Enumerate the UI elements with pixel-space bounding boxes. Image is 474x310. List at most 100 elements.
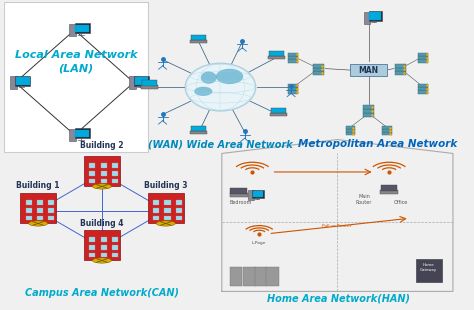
FancyBboxPatch shape [164, 215, 171, 220]
FancyBboxPatch shape [89, 237, 95, 242]
Text: Building 2: Building 2 [80, 141, 124, 150]
FancyBboxPatch shape [69, 129, 76, 141]
Text: Building 3: Building 3 [144, 181, 188, 190]
FancyBboxPatch shape [363, 113, 374, 117]
FancyBboxPatch shape [190, 40, 207, 43]
FancyBboxPatch shape [100, 245, 107, 250]
Text: Metropolitan Area Network: Metropolitan Area Network [298, 139, 457, 149]
FancyBboxPatch shape [288, 53, 299, 56]
Text: Campus Area Network(CAN): Campus Area Network(CAN) [25, 288, 179, 298]
Ellipse shape [194, 87, 212, 96]
FancyBboxPatch shape [89, 163, 95, 168]
FancyBboxPatch shape [382, 126, 392, 129]
FancyBboxPatch shape [26, 208, 32, 213]
FancyBboxPatch shape [112, 237, 118, 242]
FancyBboxPatch shape [271, 108, 286, 113]
FancyBboxPatch shape [252, 190, 264, 197]
FancyBboxPatch shape [313, 71, 324, 75]
FancyBboxPatch shape [75, 130, 89, 137]
FancyBboxPatch shape [176, 200, 182, 205]
FancyBboxPatch shape [419, 87, 428, 90]
FancyBboxPatch shape [395, 68, 406, 71]
Text: Office: Office [393, 200, 408, 205]
FancyBboxPatch shape [48, 200, 54, 205]
FancyBboxPatch shape [382, 132, 392, 135]
Ellipse shape [28, 221, 47, 226]
FancyBboxPatch shape [346, 132, 355, 135]
FancyBboxPatch shape [100, 179, 107, 183]
FancyBboxPatch shape [346, 126, 355, 129]
FancyBboxPatch shape [89, 171, 95, 176]
FancyBboxPatch shape [164, 200, 171, 205]
FancyBboxPatch shape [100, 163, 107, 168]
Text: L-Page: L-Page [252, 241, 266, 245]
Ellipse shape [156, 221, 175, 226]
Ellipse shape [216, 69, 243, 84]
FancyBboxPatch shape [176, 208, 182, 213]
FancyBboxPatch shape [20, 193, 56, 223]
FancyBboxPatch shape [191, 126, 206, 131]
FancyBboxPatch shape [229, 193, 248, 197]
FancyBboxPatch shape [176, 215, 182, 220]
FancyBboxPatch shape [363, 105, 374, 109]
Text: Home
Gateway: Home Gateway [420, 263, 438, 272]
FancyBboxPatch shape [380, 190, 398, 194]
FancyBboxPatch shape [288, 87, 299, 90]
FancyBboxPatch shape [84, 156, 120, 186]
Ellipse shape [92, 184, 111, 189]
Text: (WAN) Wide Area Network: (WAN) Wide Area Network [148, 139, 293, 149]
FancyBboxPatch shape [266, 267, 279, 286]
FancyBboxPatch shape [10, 76, 17, 89]
FancyBboxPatch shape [74, 23, 90, 33]
FancyBboxPatch shape [153, 200, 159, 205]
FancyBboxPatch shape [153, 208, 159, 213]
FancyBboxPatch shape [16, 77, 29, 85]
FancyBboxPatch shape [419, 53, 428, 56]
FancyBboxPatch shape [89, 179, 95, 183]
FancyBboxPatch shape [288, 84, 299, 87]
FancyBboxPatch shape [37, 208, 43, 213]
FancyBboxPatch shape [100, 237, 107, 242]
FancyBboxPatch shape [48, 208, 54, 213]
FancyBboxPatch shape [75, 24, 89, 32]
FancyBboxPatch shape [248, 190, 254, 200]
FancyBboxPatch shape [112, 245, 118, 250]
FancyBboxPatch shape [134, 76, 149, 86]
Text: Local Area Network: Local Area Network [15, 50, 137, 60]
FancyBboxPatch shape [288, 56, 299, 60]
FancyBboxPatch shape [112, 163, 118, 168]
FancyBboxPatch shape [230, 188, 247, 194]
Text: Main
Router: Main Router [356, 194, 372, 205]
FancyBboxPatch shape [419, 90, 428, 94]
FancyBboxPatch shape [363, 109, 374, 113]
Text: MAN: MAN [358, 66, 379, 75]
FancyBboxPatch shape [395, 71, 406, 75]
FancyBboxPatch shape [26, 200, 32, 205]
FancyBboxPatch shape [288, 90, 299, 94]
FancyBboxPatch shape [416, 259, 443, 282]
FancyBboxPatch shape [253, 191, 263, 197]
FancyBboxPatch shape [112, 253, 118, 257]
FancyBboxPatch shape [26, 215, 32, 220]
Text: Bedroom: Bedroom [230, 200, 252, 205]
FancyBboxPatch shape [112, 179, 118, 183]
FancyBboxPatch shape [148, 193, 183, 223]
FancyBboxPatch shape [69, 24, 76, 36]
FancyBboxPatch shape [369, 12, 381, 20]
FancyBboxPatch shape [381, 185, 397, 191]
Text: Building 4: Building 4 [80, 219, 124, 228]
FancyBboxPatch shape [419, 59, 428, 63]
Text: (LAN): (LAN) [58, 64, 93, 73]
FancyBboxPatch shape [89, 245, 95, 250]
FancyBboxPatch shape [48, 215, 54, 220]
FancyBboxPatch shape [350, 64, 387, 76]
FancyBboxPatch shape [84, 230, 120, 260]
FancyBboxPatch shape [141, 85, 158, 89]
FancyBboxPatch shape [128, 76, 136, 89]
FancyBboxPatch shape [153, 215, 159, 220]
Text: Home Area Network(HAN): Home Area Network(HAN) [267, 294, 410, 303]
FancyBboxPatch shape [37, 200, 43, 205]
FancyBboxPatch shape [243, 267, 256, 286]
FancyBboxPatch shape [89, 253, 95, 257]
FancyBboxPatch shape [229, 267, 242, 286]
